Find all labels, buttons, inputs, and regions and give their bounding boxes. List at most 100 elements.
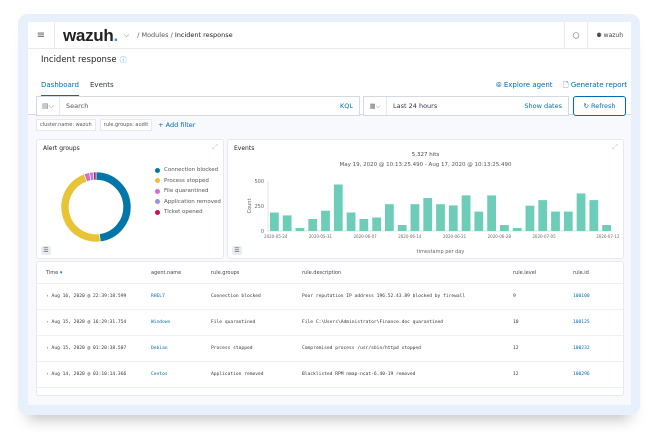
menu-icon[interactable]: ≡	[36, 29, 46, 41]
tab-events[interactable]: Events	[90, 81, 114, 89]
rule-id-link[interactable]: 100100	[573, 294, 623, 299]
cell-text: 100296	[573, 372, 590, 377]
legend-swatch	[155, 209, 160, 215]
bar[interactable]	[474, 211, 484, 231]
settings-icon[interactable]: ◯	[563, 22, 588, 49]
legend-item[interactable]: Connection blocked	[155, 165, 221, 176]
rule-description-cell: Blacklisted RPM nmap-ncat-6.40-19 remove…	[302, 372, 513, 377]
filter-pill[interactable]: cluster.name: wazuh	[36, 119, 96, 131]
breadcrumb-modules[interactable]: Modules	[141, 31, 169, 39]
table-row[interactable]: › Aug 15, 2020 @ 16:29:31.754 Windows File…	[37, 310, 623, 336]
expand-icon[interactable]: ⤢	[212, 143, 218, 151]
bar[interactable]	[538, 200, 548, 231]
x-axis-label: timestamp per day	[417, 249, 465, 255]
cell-text: File C:\Users\Administrator\Finance.doc …	[302, 320, 444, 325]
donut-slice[interactable]	[93, 171, 97, 181]
bar[interactable]	[487, 195, 496, 231]
legend-item[interactable]: File quarantined	[155, 186, 221, 197]
column-header-agent[interactable]: agent.name	[151, 269, 182, 276]
bar[interactable]	[512, 228, 522, 231]
generate-report-button[interactable]: 🗋 Generate report	[563, 81, 627, 92]
date-range[interactable]: Last 24 hours	[393, 102, 438, 110]
bar[interactable]	[270, 212, 279, 232]
refresh-button[interactable]: ↻ Refresh	[573, 96, 626, 116]
chevron-down-icon[interactable]: ⌵	[123, 30, 130, 39]
bar[interactable]	[461, 195, 471, 231]
column-header-time[interactable]: Time ▾	[37, 270, 151, 276]
saved-query-icon[interactable]: ▤⌵	[37, 97, 60, 115]
bar[interactable]	[410, 204, 420, 231]
tab-dashboard[interactable]: Dashboard	[41, 81, 79, 97]
search-bar: ▤⌵ Search KQL	[36, 96, 360, 116]
cell-text: Application removed	[211, 372, 264, 377]
legend-item[interactable]: Process stopped	[155, 176, 221, 187]
expand-row-icon[interactable]: ›	[46, 320, 52, 325]
kql-toggle[interactable]: KQL	[340, 102, 353, 110]
cell-text: 100232	[573, 346, 590, 351]
y-tick-label: 500	[254, 179, 264, 185]
expand-icon[interactable]: ⤢	[612, 143, 618, 151]
table-row[interactable]: › Aug 15, 2020 @ 01:20:38.587 Debian Proce…	[37, 336, 623, 362]
user-menu[interactable]: ⚉ wazuh	[587, 22, 631, 49]
agent-name-link[interactable]: Debian	[151, 346, 211, 351]
bar[interactable]	[423, 198, 433, 231]
legend-toggle-icon[interactable]: ☰	[41, 246, 51, 255]
info-icon[interactable]: ⓘ	[119, 56, 127, 64]
bar[interactable]	[589, 200, 599, 231]
legend-label: Application removed	[164, 198, 221, 205]
legend-item[interactable]: Application removed	[155, 197, 221, 208]
expand-row-icon[interactable]: ›	[46, 294, 52, 299]
bar[interactable]	[436, 204, 445, 231]
explore-agent-button[interactable]: ⦾ Explore agent	[496, 81, 553, 90]
bar[interactable]	[563, 211, 573, 231]
x-tick-label: 2020-05-31	[309, 234, 333, 239]
bar[interactable]	[321, 210, 330, 231]
legend-item[interactable]: Ticket opened	[155, 207, 221, 218]
bar[interactable]	[525, 205, 535, 231]
column-header-id[interactable]: rule.id	[573, 269, 589, 276]
bar[interactable]	[576, 193, 586, 231]
bar[interactable]	[359, 219, 369, 231]
bar[interactable]	[602, 225, 611, 231]
agent-name-link[interactable]: RHEL7	[151, 294, 211, 299]
calendar-icon[interactable]: ▦⌵	[364, 97, 387, 115]
bar[interactable]	[385, 204, 394, 231]
rule-description-cell: Compromised process /usr/sbin/httpd stop…	[302, 346, 513, 351]
bar[interactable]	[346, 212, 356, 232]
rule-id-link[interactable]: 100232	[573, 346, 623, 351]
rule-level-cell: 12	[513, 372, 573, 377]
search-input[interactable]: Search	[66, 102, 89, 110]
expand-row-icon[interactable]: ›	[46, 346, 52, 351]
bar[interactable]	[333, 184, 343, 232]
bar[interactable]	[308, 219, 318, 231]
alert-groups-panel: Alert groups ⤢ Connection blocked Process…	[36, 139, 224, 259]
table-header: Time ▾ agent.name rule.groups rule.descr…	[37, 262, 623, 284]
bar[interactable]	[372, 217, 381, 232]
column-header-level[interactable]: rule.level	[513, 269, 537, 276]
legend-toggle-icon[interactable]: ☰	[232, 246, 242, 255]
bar[interactable]	[397, 225, 407, 231]
donut-slice[interactable]	[95, 171, 132, 243]
add-filter-button[interactable]: + Add filter	[158, 121, 196, 129]
y-tick-label: 250	[254, 204, 264, 210]
bar[interactable]	[448, 205, 458, 231]
wazuh-logo[interactable]: wazuh.	[54, 22, 118, 49]
column-header-groups[interactable]: rule.groups	[211, 269, 240, 276]
column-header-description[interactable]: rule.description	[302, 269, 342, 276]
bar[interactable]	[500, 225, 509, 231]
expand-row-icon[interactable]: ›	[46, 372, 52, 377]
bar[interactable]	[282, 215, 292, 231]
donut-slice[interactable]	[60, 173, 101, 243]
bar[interactable]	[551, 211, 560, 231]
cell-text: 12	[513, 346, 519, 351]
table-row[interactable]: › Aug 16, 2020 @ 22:39:18.599 RHEL7 Connec…	[37, 284, 623, 310]
table-row[interactable]: › Aug 14, 2020 @ 03:10:14.366 Centos Appli…	[37, 362, 623, 388]
x-tick-label: 2020-07-12	[596, 234, 620, 239]
bar[interactable]	[295, 228, 305, 231]
rule-id-link[interactable]: 100296	[573, 372, 623, 377]
filter-pill[interactable]: rule.groups: audit	[99, 119, 153, 131]
rule-id-link[interactable]: 100125	[573, 320, 623, 325]
agent-name-link[interactable]: Centos	[151, 372, 211, 377]
agent-name-link[interactable]: Windows	[151, 320, 211, 325]
show-dates-button[interactable]: Show dates	[524, 102, 562, 110]
